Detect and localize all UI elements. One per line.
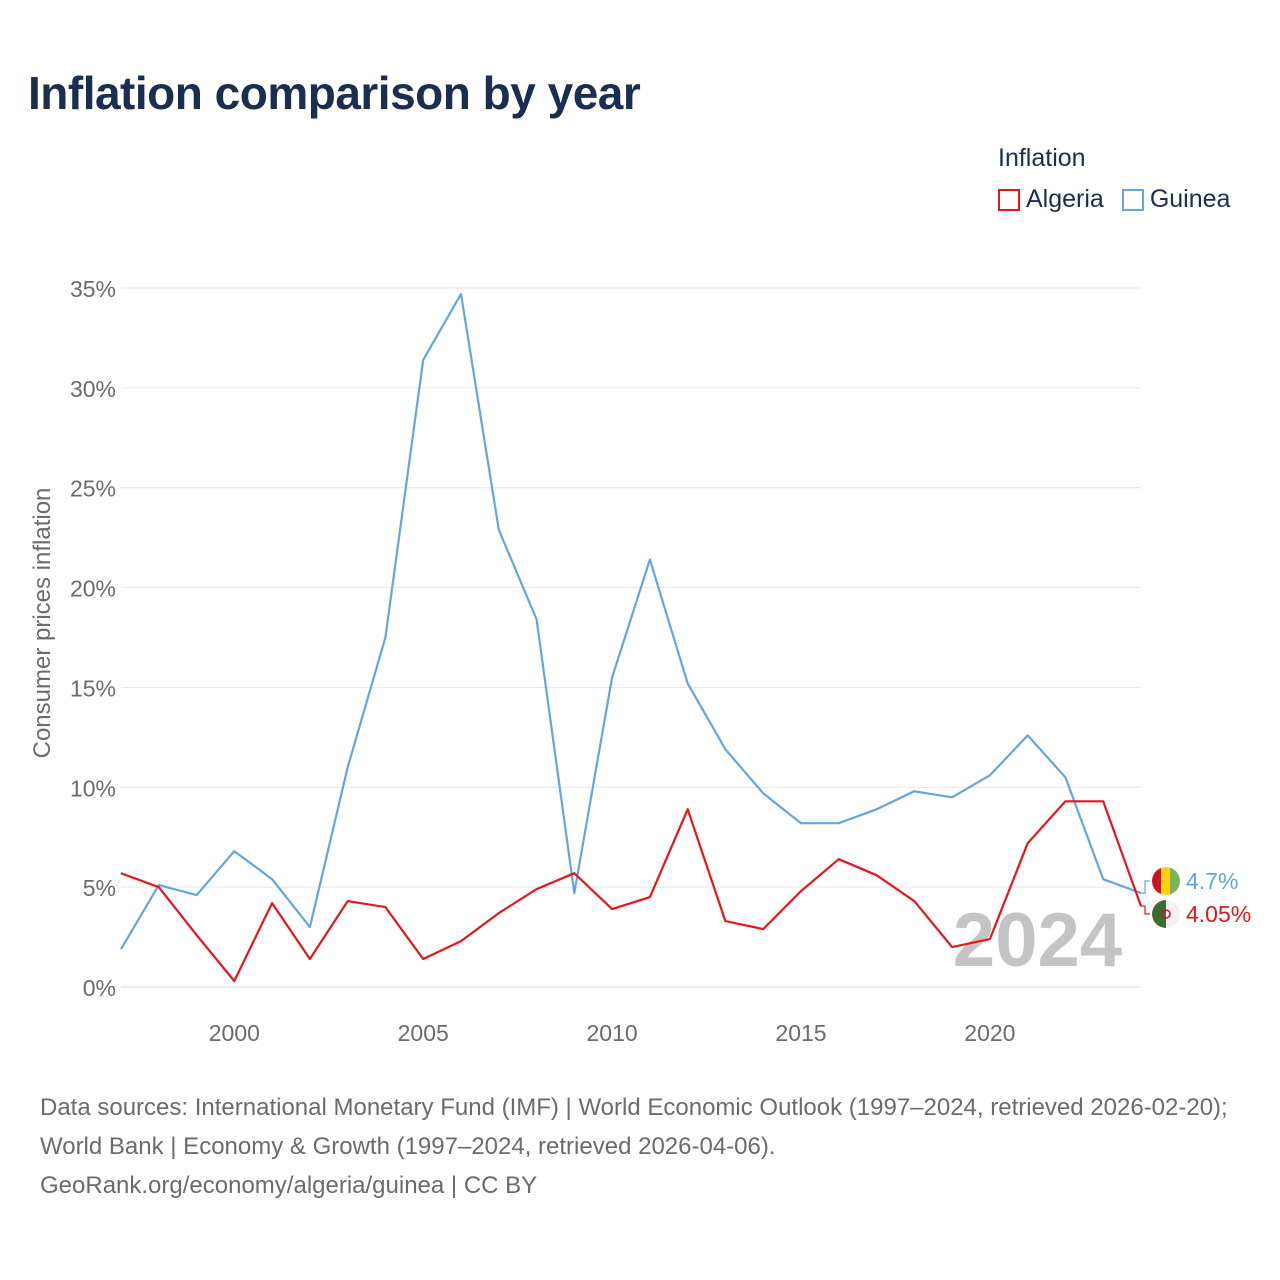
- y-tick-label: 20%: [70, 576, 116, 602]
- legend-swatch-algeria: [998, 188, 1020, 211]
- y-tick-label: 30%: [70, 376, 116, 402]
- legend: Algeria Guinea: [998, 185, 1248, 214]
- end-label-algeria: 4.05%: [1186, 901, 1251, 927]
- x-tick-label: 2010: [587, 1020, 638, 1046]
- x-tick-label: 2020: [964, 1020, 1015, 1046]
- legend-label-algeria: Algeria: [1026, 185, 1104, 213]
- series-lines: [120, 292, 1143, 983]
- series-line-algeria[interactable]: [120, 800, 1143, 983]
- legend-label-guinea: Guinea: [1149, 185, 1231, 213]
- end-label-guinea: 4.7%: [1186, 868, 1238, 894]
- end-label-connector: [1141, 905, 1150, 915]
- footer: Data sources: International Monetary Fun…: [40, 1088, 1250, 1205]
- y-tick-label: 5%: [83, 875, 116, 901]
- guinea-flag-icon: [1152, 867, 1180, 895]
- chart-title: Inflation comparison by year: [28, 67, 641, 119]
- series-line-guinea[interactable]: [120, 292, 1142, 950]
- y-tick-label: 35%: [70, 276, 116, 302]
- y-tick-label: 15%: [70, 675, 116, 701]
- legend-title: Inflation: [998, 144, 1086, 172]
- y-tick-label: 0%: [83, 975, 116, 1001]
- y-tick-label: 25%: [70, 476, 116, 502]
- y-axis-label: Consumer prices inflation: [29, 488, 56, 759]
- x-tick-label: 2005: [398, 1020, 449, 1046]
- gridlines: [121, 287, 1141, 988]
- x-tick-label: 2015: [775, 1020, 826, 1046]
- legend-item-guinea[interactable]: Guinea: [1121, 185, 1231, 214]
- footer-sources: Data sources: International Monetary Fun…: [40, 1094, 1228, 1160]
- y-tick-labels: 0% 5% 10% 15% 20% 25% 30% 35%: [70, 276, 116, 1001]
- x-tick-labels: 2000 2005 2010 2015 2020: [209, 1020, 1016, 1046]
- x-tick-label: 2000: [209, 1020, 260, 1046]
- footer-credit: GeoRank.org/economy/algeria/guinea | CC …: [40, 1172, 538, 1199]
- legend-swatch-guinea: [1121, 188, 1144, 211]
- algeria-flag-icon: [1152, 900, 1180, 928]
- legend-item-algeria[interactable]: Algeria: [998, 185, 1104, 214]
- y-tick-label: 10%: [70, 775, 116, 801]
- line-chart: 0%5%10%15%20%25%30%35% 2000 2005 2010 2015 2…: [29, 276, 1251, 1046]
- end-labels: 4.05% 4.7%: [1141, 868, 1251, 927]
- end-label-connector: [1141, 880, 1150, 894]
